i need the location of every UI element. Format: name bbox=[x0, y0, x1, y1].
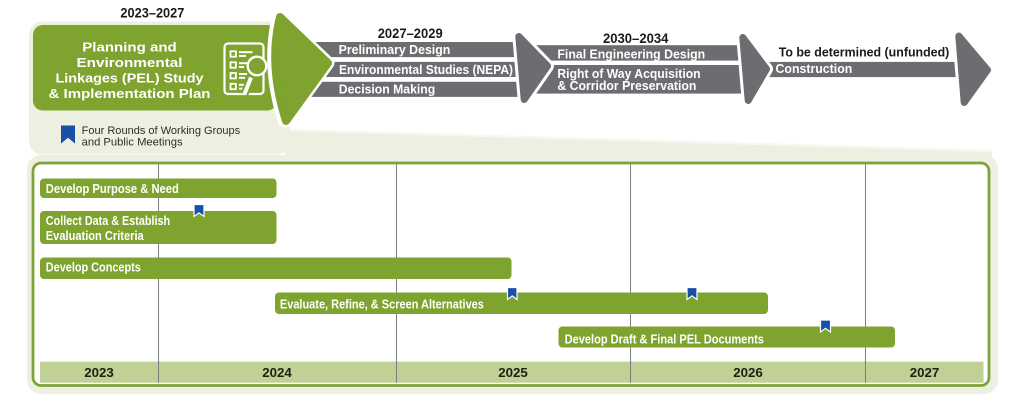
svg-text:Right of Way Acquisition: Right of Way Acquisition bbox=[557, 66, 700, 81]
svg-text:Four Rounds of Working Groups: Four Rounds of Working Groups bbox=[82, 125, 241, 137]
svg-text:& Implementation Plan: & Implementation Plan bbox=[49, 86, 211, 101]
svg-text:Develop Purpose & Need: Develop Purpose & Need bbox=[46, 182, 179, 196]
svg-text:Develop Draft & Final PEL Docu: Develop Draft & Final PEL Documents bbox=[565, 333, 764, 347]
svg-text:2023–2027: 2023–2027 bbox=[120, 5, 184, 20]
svg-text:2024: 2024 bbox=[262, 365, 292, 380]
svg-text:2023: 2023 bbox=[84, 365, 114, 380]
svg-text:Develop Concepts: Develop Concepts bbox=[46, 261, 141, 275]
svg-text:Evaluate, Refine, & Screen Alt: Evaluate, Refine, & Screen Alternatives bbox=[280, 297, 484, 311]
svg-text:Evaluation Criteria: Evaluation Criteria bbox=[46, 229, 145, 243]
svg-text:Environmental: Environmental bbox=[77, 55, 183, 70]
svg-text:Collect Data & Establish: Collect Data & Establish bbox=[46, 214, 170, 228]
svg-text:Linkages (PEL) Study: Linkages (PEL) Study bbox=[56, 71, 205, 86]
svg-text:2026: 2026 bbox=[733, 365, 763, 380]
svg-text:Environmental Studies (NEPA): Environmental Studies (NEPA) bbox=[339, 62, 513, 77]
svg-text:2025: 2025 bbox=[498, 365, 528, 380]
svg-text:Construction: Construction bbox=[776, 61, 853, 76]
svg-text:& Corridor Preservation: & Corridor Preservation bbox=[557, 78, 696, 93]
svg-text:Planning and: Planning and bbox=[82, 40, 177, 55]
svg-text:Decision Making: Decision Making bbox=[339, 81, 435, 96]
svg-text:2027: 2027 bbox=[910, 365, 940, 380]
svg-text:2027–2029: 2027–2029 bbox=[378, 26, 443, 41]
svg-text:2030–2034: 2030–2034 bbox=[603, 31, 669, 46]
svg-text:To be determined (unfunded): To be determined (unfunded) bbox=[779, 45, 950, 60]
svg-text:and Public Meetings: and Public Meetings bbox=[82, 137, 183, 149]
svg-text:Final Engineering Design: Final Engineering Design bbox=[557, 47, 705, 62]
svg-text:Preliminary Design: Preliminary Design bbox=[339, 42, 451, 57]
